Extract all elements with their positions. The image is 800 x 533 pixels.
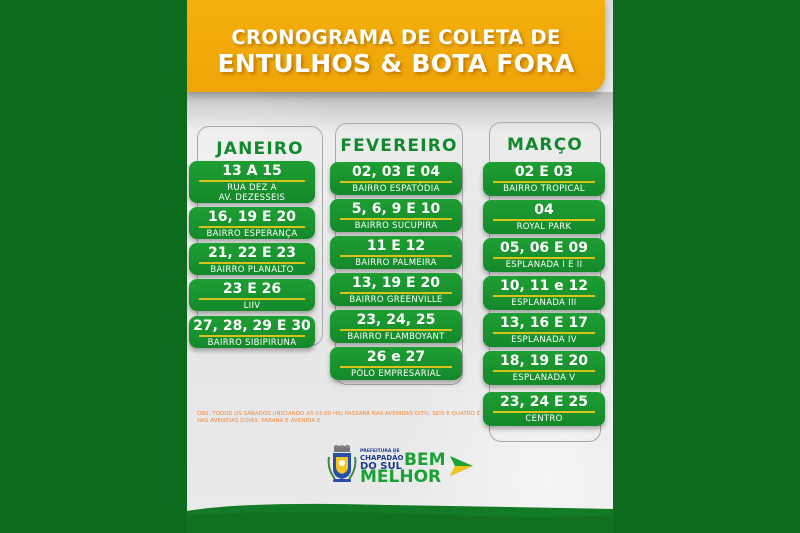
schedule-card: 10, 11 e 12 ESPLANADA III: [483, 276, 605, 310]
card-dates: 11 E 12: [366, 238, 426, 254]
logo-bem-text: BEM: [404, 450, 446, 470]
card-place: ESPLANADA V: [512, 372, 576, 383]
card-divider: [493, 181, 595, 183]
logo-prefeitura-text: PREFEITURA DE: [360, 449, 400, 454]
schedule-card: 13, 16 E 17 ESPLANADA IV: [483, 313, 605, 347]
schedule-card: 21, 22 E 23 BAIRRO PLANALTO: [189, 243, 315, 275]
card-place: PÓLO EMPRESARIAL: [351, 368, 441, 379]
card-dates: 18, 19 E 20: [500, 353, 588, 369]
card-place: CENTRO: [525, 413, 563, 424]
card-place: ESPLANADA I E II: [505, 259, 583, 270]
schedule-card: 18, 19 E 20 ESPLANADA V: [483, 351, 605, 385]
prefeitura-logo: PREFEITURA DE CHAPADÃO DO SUL BEM MELHOR: [327, 443, 477, 488]
month-title: JANEIRO: [216, 139, 304, 159]
card-dates: 02 E 03: [514, 164, 574, 180]
title-line-1: CRONOGRAMA DE COLETA DE: [231, 26, 561, 49]
card-dates: 16, 19 E 20: [208, 209, 296, 225]
card-dates: 21, 22 E 23: [208, 245, 296, 261]
card-divider: [199, 262, 305, 264]
schedule-card: 04 ROYAL PARK: [483, 200, 605, 234]
card-place: BAIRRO SUCUPIRA: [354, 220, 438, 231]
card-divider: [340, 181, 452, 183]
card-dates: 13, 19 E 20: [352, 275, 440, 291]
schedule-card: 02 E 03 BAIRRO TROPICAL: [483, 162, 605, 196]
schedule-card: 11 E 12 BAIRRO PALMEIRA: [330, 236, 462, 269]
card-dates: 27, 28, 29 E 30: [193, 318, 311, 334]
card-place: BAIRRO SIBIPIRUNA: [207, 337, 297, 348]
schedule-card: 23, 24, 25 BAIRRO FLAMBOYANT: [330, 310, 462, 343]
card-divider: [493, 332, 595, 334]
card-place: BAIRRO TROPICAL: [503, 183, 585, 194]
schedule-poster: CRONOGRAMA DE COLETA DE ENTULHOS & BOTA …: [187, 0, 613, 533]
card-dates: 13, 16 E 17: [500, 315, 588, 331]
card-dates: 05, 06 E 09: [500, 240, 588, 256]
card-dates: 02, 03 E 04: [352, 164, 440, 180]
logo-chapadao-text: CHAPADÃO: [360, 454, 404, 462]
card-divider: [340, 255, 452, 257]
card-divider: [493, 370, 595, 372]
card-divider: [493, 219, 595, 221]
card-dates: 23, 24 E 25: [500, 394, 588, 410]
card-divider: [199, 335, 305, 337]
card-divider: [493, 411, 595, 413]
card-place: BAIRRO ESPATÓDIA: [352, 183, 440, 194]
card-dates: 5, 6, 9 E 10: [351, 201, 441, 217]
schedule-card: 05, 06 E 09 ESPLANADA I E II: [483, 238, 605, 272]
card-divider: [340, 366, 452, 368]
title-line-2: ENTULHOS & BOTA FORA: [217, 49, 575, 78]
card-place: ROYAL PARK: [516, 221, 572, 232]
card-place: BAIRRO GREENVILLE: [349, 294, 443, 305]
schedule-card: 13 A 15 RUA DEZ A AV. DEZESSEIS: [189, 161, 315, 203]
card-dates: 13 A 15: [222, 163, 282, 179]
schedule-card: 02, 03 E 04 BAIRRO ESPATÓDIA: [330, 162, 462, 195]
card-place: BAIRRO PLANALTO: [210, 264, 294, 275]
card-divider: [493, 257, 595, 259]
schedule-card: 27, 28, 29 E 30 BAIRRO SIBIPIRUNA: [189, 316, 315, 348]
logo-dosul-text: DO SUL: [360, 461, 402, 472]
card-dates: 04: [534, 202, 554, 218]
card-place: RUA DEZ A AV. DEZESSEIS: [218, 182, 286, 203]
card-divider: [340, 218, 452, 220]
logo-melhor-text: MELHOR: [360, 467, 442, 487]
card-dates: 26 e 27: [366, 349, 426, 365]
municipal-crest-icon: [327, 445, 357, 482]
card-place: ESPLANADA III: [511, 297, 577, 308]
card-divider: [340, 329, 452, 331]
schedule-card: 5, 6, 9 E 10 BAIRRO SUCUPIRA: [330, 199, 462, 232]
header-banner: CRONOGRAMA DE COLETA DE ENTULHOS & BOTA …: [187, 0, 605, 92]
card-place: ESPLANADA IV: [511, 334, 577, 345]
card-divider: [199, 298, 305, 300]
card-dates: 23 E 26: [222, 281, 282, 297]
footer-green-wave: [187, 503, 613, 533]
month-title: MARÇO: [506, 135, 584, 155]
card-place: BAIRRO FLAMBOYANT: [347, 331, 445, 342]
card-place: LIIV: [243, 300, 261, 311]
card-dates: 10, 11 e 12: [500, 278, 588, 294]
schedule-card: 13, 19 E 20 BAIRRO GREENVILLE: [330, 273, 462, 306]
observation-note: OBS: TODOS OS SÁBADOS (INICIANDO AS 03:0…: [197, 411, 481, 424]
card-place: BAIRRO PALMEIRA: [355, 257, 437, 268]
chevron-arrow-icon: [450, 456, 473, 476]
month-title: FEVEREIRO: [340, 136, 458, 156]
card-divider: [199, 180, 305, 182]
card-dates: 23, 24, 25: [356, 312, 436, 328]
schedule-card: 26 e 27 PÓLO EMPRESARIAL: [330, 347, 462, 380]
card-divider: [493, 295, 595, 297]
card-divider: [340, 292, 452, 294]
schedule-card: 23, 24 E 25 CENTRO: [483, 392, 605, 426]
schedule-card: 16, 19 E 20 BAIRRO ESPERANÇA: [189, 207, 315, 239]
card-place: BAIRRO ESPERANÇA: [206, 228, 298, 239]
card-divider: [199, 226, 305, 228]
schedule-card: 23 E 26 LIIV: [189, 279, 315, 311]
